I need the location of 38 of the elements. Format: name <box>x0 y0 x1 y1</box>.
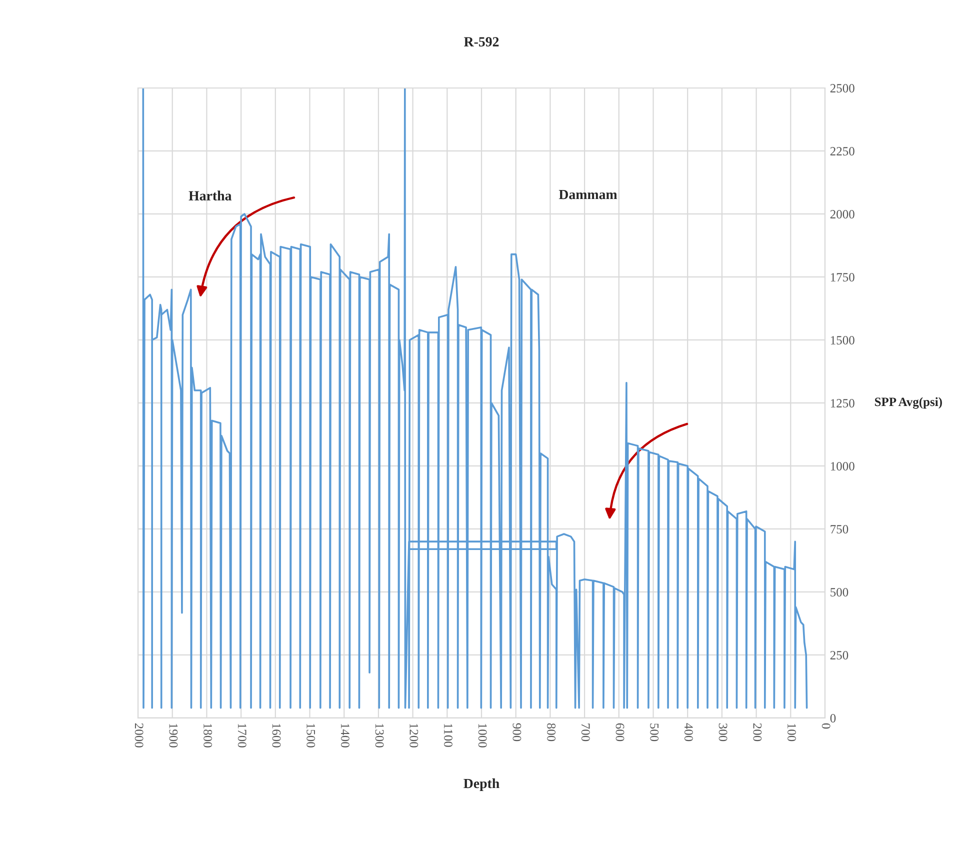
x-tick-label: 700 <box>581 724 590 742</box>
x-tick-label: 1100 <box>444 724 452 747</box>
y-tick-label: 1250 <box>830 399 854 408</box>
x-tick-label: 400 <box>684 723 693 742</box>
y-tick-label: 2250 <box>830 147 854 156</box>
y-tick-label: 2500 <box>830 84 854 92</box>
x-tick-label: 800 <box>547 723 556 742</box>
x-tick-label: 1500 <box>306 724 316 748</box>
y-tick-label: 250 <box>830 651 848 660</box>
x-tick-label: 1000 <box>478 724 487 748</box>
annotation: Hartha <box>188 190 232 200</box>
y-tick-label: 2000 <box>830 210 854 218</box>
x-tick-label: 600 <box>616 723 624 742</box>
y-axis-title: SPP Avg(psi) <box>874 397 942 409</box>
x-tick-label: 1400 <box>340 724 350 748</box>
x-tick-label: 1700 <box>238 724 246 748</box>
x-tick-label: 1900 <box>169 724 178 748</box>
y-tick-label: 500 <box>830 588 848 596</box>
y-tick-label: 1500 <box>830 336 854 344</box>
x-tick-label: 1800 <box>204 724 212 748</box>
x-tick-label: 100 <box>788 724 796 742</box>
x-axis-title: Depth <box>464 778 500 791</box>
annotation: Dammam <box>558 190 618 200</box>
x-tick-label: 1600 <box>272 724 281 748</box>
x-tick-label: 2000 <box>134 723 144 748</box>
y-tick-label: 750 <box>830 525 848 534</box>
x-tick-label: 500 <box>650 724 659 742</box>
x-tick-label: 900 <box>512 723 522 742</box>
chart-title: R-592 <box>464 37 499 46</box>
line-series <box>142 88 808 709</box>
x-tick-label: 1300 <box>375 724 384 748</box>
x-tick-label: 1200 <box>410 724 418 748</box>
y-tick-label: 1000 <box>830 462 854 470</box>
y-tick-label: 1750 <box>830 273 854 282</box>
x-tick-label: 0 <box>822 723 830 729</box>
y-tick-label: 0 <box>830 714 836 722</box>
x-tick-label: 200 <box>753 723 762 742</box>
x-tick-label: 300 <box>718 723 728 742</box>
